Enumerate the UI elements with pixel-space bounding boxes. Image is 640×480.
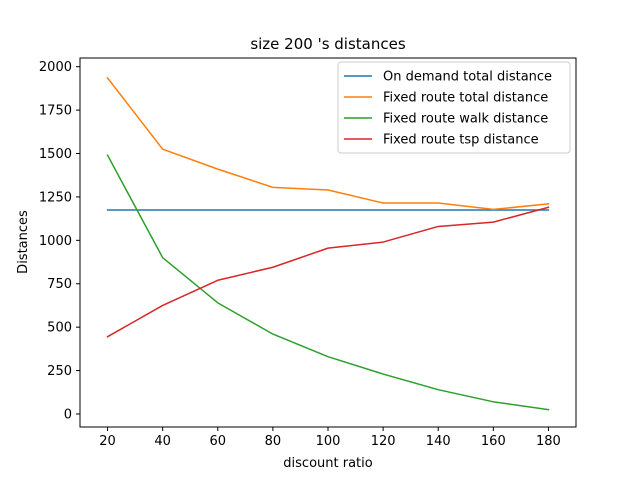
- series-line-3: [106, 154, 550, 411]
- y-tick-label: 2000: [39, 60, 72, 75]
- series-line-4: [106, 206, 550, 338]
- y-tick-label: 1750: [39, 104, 72, 119]
- x-tick-label: 20: [99, 434, 116, 449]
- legend-label: Fixed route walk distance: [383, 112, 548, 127]
- legend-label: Fixed route tsp distance: [383, 133, 539, 148]
- y-tick-label: 0: [64, 407, 72, 422]
- legend-label: On demand total distance: [383, 70, 552, 85]
- x-tick-label: 40: [154, 434, 171, 449]
- x-tick-label: 100: [316, 434, 341, 449]
- legend-label: Fixed route total distance: [383, 91, 548, 106]
- y-tick-label: 250: [47, 364, 72, 379]
- series-layer: [106, 76, 550, 411]
- x-tick-label: 140: [426, 434, 451, 449]
- y-tick-label: 1250: [39, 190, 72, 205]
- y-tick-label: 1500: [39, 147, 72, 162]
- y-tick-label: 500: [47, 321, 72, 336]
- x-tick-label: 120: [371, 434, 396, 449]
- y-tick-label: 750: [47, 277, 72, 292]
- x-axis-label: discount ratio: [283, 456, 372, 471]
- x-tick-label: 180: [536, 434, 561, 449]
- x-tick-label: 80: [265, 434, 282, 449]
- series-line-2: [106, 76, 550, 211]
- y-tick-label: 1000: [39, 234, 72, 249]
- x-tick-label: 160: [481, 434, 506, 449]
- chart-title: size 200 's distances: [250, 35, 406, 53]
- x-axis: 20 40 60 80 100 120 140 160 180: [99, 427, 561, 449]
- legend: On demand total distance Fixed route tota…: [337, 61, 571, 154]
- x-tick-label: 60: [210, 434, 227, 449]
- y-axis-label: Distances: [16, 210, 31, 274]
- legend-box: [337, 61, 571, 154]
- y-axis: 0 250 500 750 1000 1250 1500 1750 2000: [39, 60, 80, 422]
